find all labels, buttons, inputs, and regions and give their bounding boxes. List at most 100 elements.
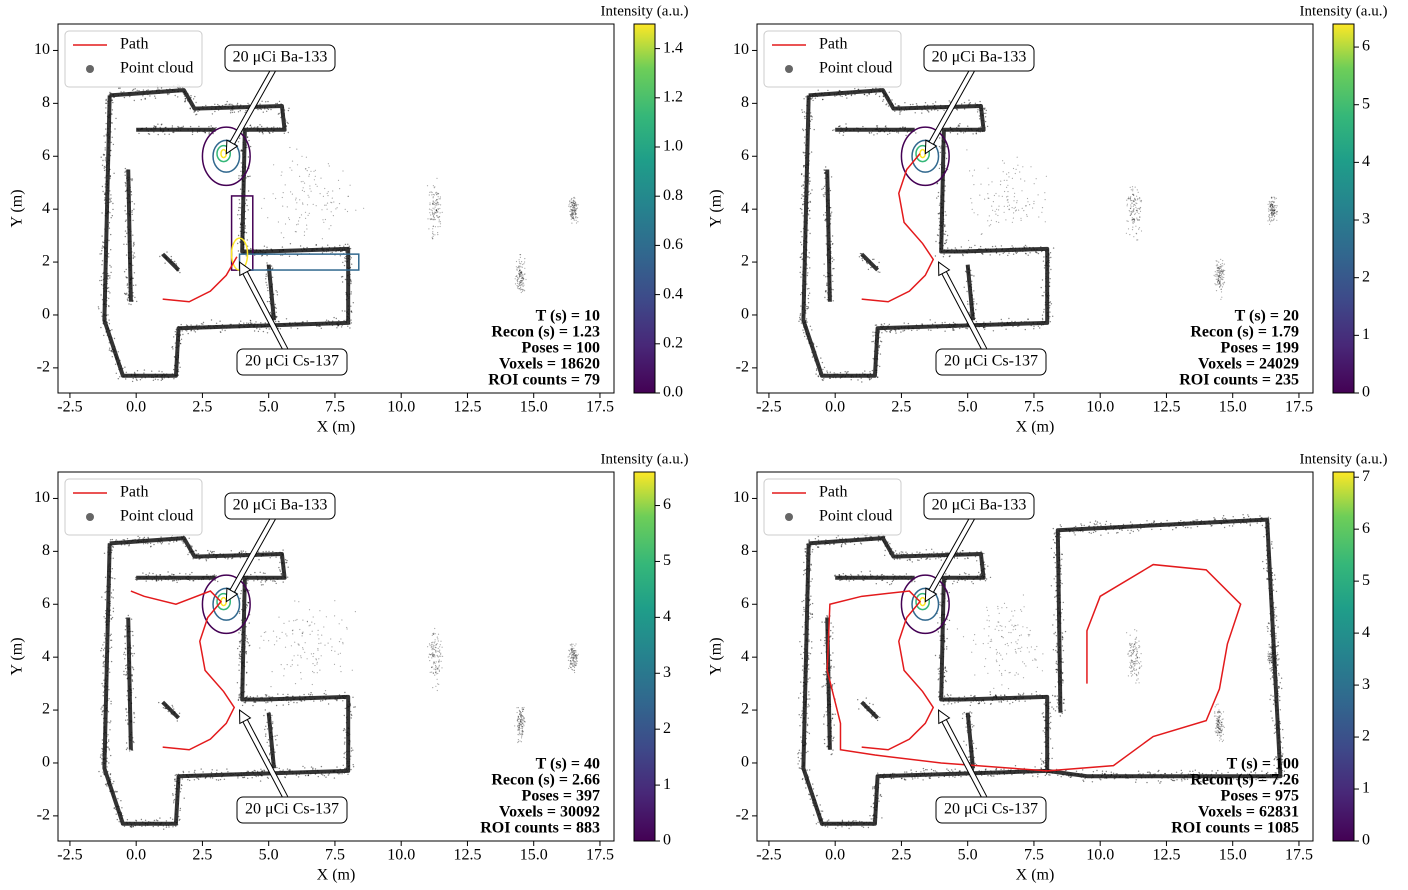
cloud-point (1138, 219, 1139, 220)
cloud-point (109, 292, 110, 293)
cloud-point (524, 268, 525, 269)
cloud-point (831, 212, 832, 213)
cloud-point (518, 266, 519, 267)
cloud-point (578, 204, 579, 205)
cloud-point (101, 280, 102, 281)
x-tick-label: 0.0 (126, 399, 146, 416)
cloud-point (1020, 178, 1021, 179)
cloud-point (126, 269, 127, 270)
cloud-point (1218, 272, 1219, 273)
cloud-point (265, 702, 266, 703)
cloud-point (873, 259, 874, 260)
colorbar-tick-label: 1.2 (663, 88, 683, 105)
cloud-point (159, 256, 160, 257)
cloud-point (1129, 210, 1130, 211)
cloud-point (102, 186, 103, 187)
cloud-point (189, 538, 190, 539)
cloud-point (137, 536, 138, 537)
cloud-point (328, 320, 329, 321)
cloud-point (1141, 200, 1142, 201)
cloud-point (185, 98, 186, 99)
cloud-point (1000, 184, 1001, 185)
cloud-point (217, 104, 218, 105)
cloud-point (573, 206, 574, 207)
cloud-point (830, 372, 831, 373)
cloud-point (1043, 309, 1044, 310)
cloud-point (310, 692, 311, 693)
cloud-point (1003, 171, 1004, 172)
cloud-point (299, 176, 300, 177)
cloud-point (261, 580, 262, 581)
stat-line: Voxels = 18620 (499, 356, 600, 373)
stat-line: ROI counts = 235 (1179, 372, 1299, 389)
cloud-point (437, 217, 438, 218)
stat-line: ROI counts = 79 (488, 372, 600, 389)
cloud-point (158, 371, 159, 372)
cloud-point (131, 180, 132, 181)
cloud-point (435, 207, 436, 208)
cloud-point (125, 183, 126, 184)
cloud-point (260, 581, 261, 582)
colorbar-tick-label: 0.6 (663, 236, 683, 253)
cloud-point (1022, 208, 1023, 209)
cloud-point (820, 357, 821, 358)
cloud-point (309, 213, 310, 214)
cloud-point (246, 232, 247, 233)
cloud-point (1220, 268, 1221, 269)
cloud-point (1221, 274, 1222, 275)
cloud-point (979, 195, 980, 196)
cloud-point (250, 320, 251, 321)
cloud-point (931, 109, 932, 110)
cloud-point (439, 208, 440, 209)
cloud-point (1217, 274, 1218, 275)
cloud-point (522, 274, 523, 275)
cloud-point (833, 259, 834, 260)
cloud-point (309, 174, 310, 175)
cloud-point (1219, 277, 1220, 278)
y-axis-label: Y (m) (9, 189, 26, 227)
cloud-point (195, 114, 196, 115)
cloud-point (240, 189, 241, 190)
cloud-point (245, 551, 246, 552)
cloud-point (983, 327, 984, 328)
cloud-point (834, 372, 835, 373)
cloud-point (182, 334, 183, 335)
cloud-point (1130, 215, 1131, 216)
cloud-point (143, 538, 144, 539)
cloud-point (1043, 311, 1044, 312)
cloud-point (108, 305, 109, 306)
cloud-point (994, 195, 995, 196)
cloud-point (873, 341, 874, 342)
cloud-point (1136, 210, 1137, 211)
cloud-point (306, 157, 307, 158)
cloud-point (1274, 198, 1275, 199)
cloud-point (239, 694, 240, 695)
cloud-point (1053, 247, 1054, 248)
cloud-point (802, 129, 803, 130)
cloud-point (434, 204, 435, 205)
cloud-point (298, 224, 299, 225)
cloud-point (344, 257, 345, 258)
cloud-point (1007, 191, 1008, 192)
cloud-point (322, 774, 323, 775)
cloud-point (219, 321, 220, 322)
cloud-point (328, 703, 329, 704)
cloud-point (109, 202, 110, 203)
cloud-point (800, 267, 801, 268)
cloud-point (262, 770, 263, 771)
legend-swatch (86, 65, 94, 73)
cloud-point (287, 768, 288, 769)
cloud-point (882, 101, 883, 102)
x-tick-label: 0.0 (825, 399, 845, 416)
cloud-point (351, 714, 352, 715)
cloud-point (282, 694, 283, 695)
cloud-point (317, 186, 318, 187)
cloud-point (824, 367, 825, 368)
cloud-point (841, 96, 842, 97)
cloud-point (322, 238, 323, 239)
cloud-point (1272, 204, 1273, 205)
cloud-point (275, 198, 276, 199)
cloud-point (190, 324, 191, 325)
cloud-point (238, 250, 239, 251)
cloud-point (336, 318, 337, 319)
